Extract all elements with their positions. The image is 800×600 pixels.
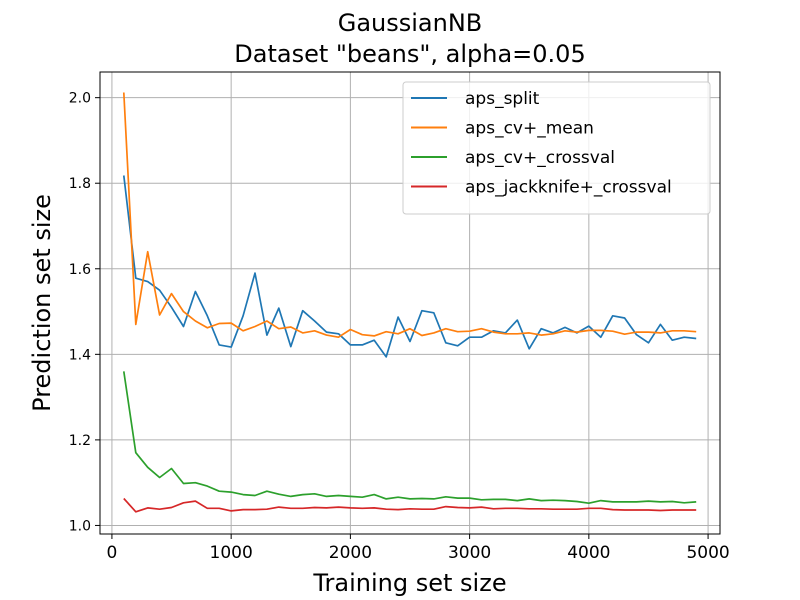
x-tick-label: 4000 [567,543,610,563]
x-tick-label: 1000 [210,543,253,563]
y-axis-label: Prediction set size [28,194,56,412]
series-lines [122,92,697,513]
legend: aps_split aps_cv+_mean aps_cv+_crossvalaps… [402,81,711,215]
series-line-aps_cv+_crossval [122,371,697,505]
legend-label: aps_jackknife+_crossval [465,178,672,198]
x-tick-label: 5000 [686,543,729,563]
y-tick-label: 2.0 [69,91,91,107]
chart-title-line-2: Dataset "beans", alpha=0.05 [234,40,585,68]
y-tick-label: 1.8 [69,176,91,192]
y-tick-label: 1.4 [69,347,91,363]
legend-box [402,81,711,215]
chart-title-line-1: GaussianNB [338,9,483,37]
axis-ticks: 0 1000 2000 3000 4000 5000 1.0 1.2 1.4 1.6 1.8 2.0 [69,91,730,563]
y-tick-label: 1.6 [69,262,91,278]
legend-label: aps_cv+_crossval [465,148,615,168]
series-line-aps_split [122,175,697,358]
x-tick-label: 2000 [329,543,372,563]
plot-frame [99,71,721,535]
x-tick-label: 0 [107,543,118,563]
legend-label: aps_cv+_mean [465,119,594,139]
y-tick-label: 1.2 [69,433,91,449]
y-tick-label: 1.0 [69,518,91,534]
legend-label: aps_split [465,89,540,109]
x-tick-label: 3000 [448,543,491,563]
series-line-aps_jackknife+_crossval [123,497,697,513]
series-line-aps_cv+_mean [122,92,697,339]
x-axis-label: Training set size [312,569,506,597]
